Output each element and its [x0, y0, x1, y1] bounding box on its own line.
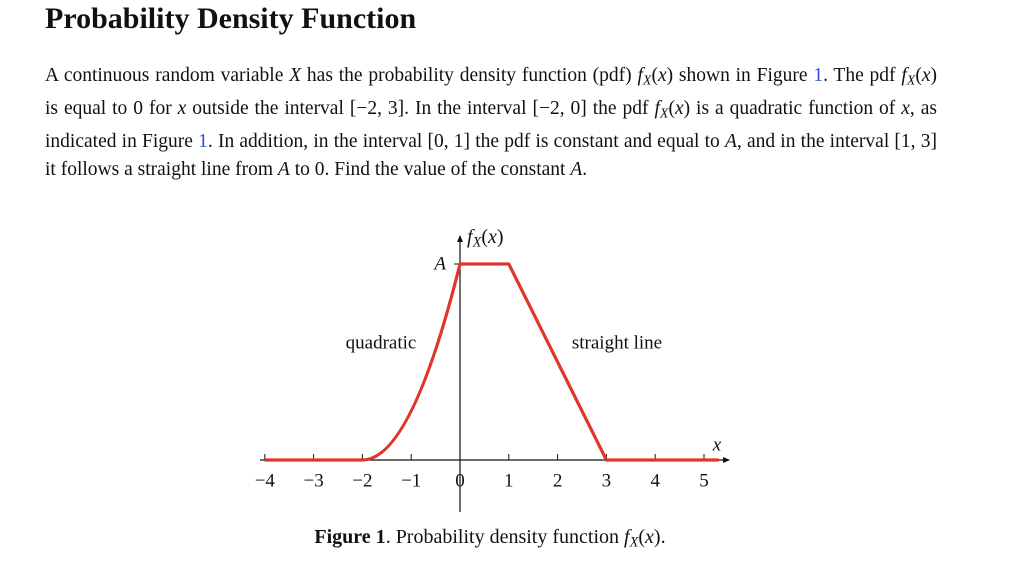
- x-tick-label: −2: [352, 470, 372, 491]
- x-tick-label: 0: [455, 470, 465, 491]
- y-tick-label: A: [432, 253, 446, 274]
- annotation: straight line: [572, 332, 662, 353]
- x-tick-label: 5: [699, 470, 709, 491]
- text-run: (: [638, 526, 646, 548]
- pdf-curve: [264, 262, 719, 462]
- caption: Figure 1. Probability density function f…: [0, 526, 980, 552]
- figure-ref[interactable]: 1: [813, 65, 824, 86]
- text-run: A continuous random variable: [45, 65, 290, 86]
- text-run: A: [277, 158, 290, 180]
- text-run: f: [624, 526, 630, 548]
- text-run: outside the interval [−2, 3]. In the int…: [186, 98, 655, 120]
- text-run: X: [906, 72, 916, 89]
- text-run: f: [654, 98, 660, 120]
- text-run: to 0. Find the value of the constant: [289, 158, 571, 180]
- text-run: ) shown in Figure: [666, 65, 814, 86]
- text-run: ): [496, 226, 504, 248]
- text-run: x: [657, 65, 667, 86]
- text-run: x: [901, 98, 910, 120]
- text-run: (: [481, 226, 489, 248]
- text-run: X: [629, 534, 639, 551]
- text-run: A: [570, 158, 583, 180]
- text-run: ) is equal to 0 for: [45, 65, 938, 120]
- text-run: f: [637, 65, 643, 86]
- text-run: x: [674, 98, 684, 120]
- x-tick-label: 4: [650, 470, 660, 491]
- text-run: . Probability density function: [385, 526, 624, 548]
- y-axis-label: fX(x): [467, 226, 504, 252]
- text-run: x: [177, 98, 187, 120]
- x-tick-label: −3: [303, 470, 323, 491]
- text-run: ).: [653, 526, 666, 548]
- text-run: (: [651, 65, 658, 86]
- text-run: has the probability density function (pd…: [301, 65, 638, 86]
- title: Probability Density Function: [45, 2, 417, 35]
- text-run: X: [289, 65, 302, 86]
- x-tick-label: −4: [255, 470, 276, 491]
- problem-text: A continuous random variable X has the p…: [45, 62, 937, 183]
- text-run: (: [915, 65, 922, 86]
- text-run: , and in the interval [1, 3] it follows …: [45, 131, 937, 180]
- text-run: X: [659, 105, 669, 122]
- x-tick-label: 2: [553, 470, 563, 491]
- text-run: .: [582, 158, 588, 180]
- text-run: f: [901, 65, 907, 86]
- text-run: . The pdf: [823, 65, 902, 86]
- x-axis-label: x: [712, 434, 722, 455]
- text-run: ) is a quadratic function of: [683, 98, 902, 120]
- x-tick-label: −1: [401, 470, 421, 491]
- text-run: X: [642, 72, 652, 89]
- text-run: . In addition, in the interval [0, 1] th…: [207, 131, 725, 153]
- text-run: Figure 1: [314, 526, 386, 548]
- figure-ref[interactable]: 1: [198, 131, 208, 153]
- x-tick-label: 1: [504, 470, 514, 491]
- x-tick-label: 3: [602, 470, 612, 491]
- text-run: , as indicated in Figure: [45, 98, 937, 153]
- text-run: x: [488, 226, 497, 248]
- annotation: quadratic: [346, 332, 417, 353]
- text-run: f: [467, 226, 473, 248]
- text-run: A: [724, 131, 737, 153]
- text-run: x: [645, 526, 654, 548]
- text-run: (: [668, 98, 675, 120]
- text-run: X: [472, 234, 482, 251]
- text-run: x: [921, 65, 931, 86]
